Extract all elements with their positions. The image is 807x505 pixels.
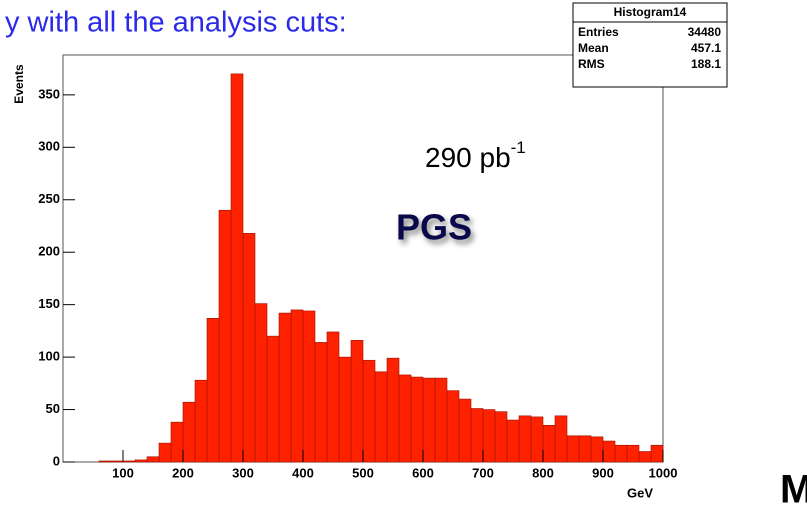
histogram-bar xyxy=(410,376,424,463)
histogram-bar xyxy=(290,309,304,463)
histogram-bar xyxy=(206,317,220,463)
histogram-bar xyxy=(338,356,352,463)
stats-value: 34480 xyxy=(688,25,722,39)
stats-box: Histogram14 Entries 34480 Mean 457.1 RMS 188.… xyxy=(572,2,728,88)
histogram-bar xyxy=(590,436,604,463)
histogram-bar xyxy=(386,357,400,463)
x-tick-label: 1000 xyxy=(649,465,678,480)
histogram-bar xyxy=(398,374,412,463)
stats-key: Mean xyxy=(578,41,609,55)
histogram-bar xyxy=(434,377,448,463)
histogram-bar xyxy=(614,444,628,463)
histogram-bar xyxy=(98,460,112,463)
y-tick-label: 200 xyxy=(38,244,60,259)
y-tick-label: 250 xyxy=(38,191,60,206)
luminosity-exponent: -1 xyxy=(511,138,526,157)
histogram-bar xyxy=(254,303,268,463)
y-tick-label: 150 xyxy=(38,296,60,311)
histogram-bar xyxy=(146,456,160,463)
histogram-bar xyxy=(326,331,340,463)
x-tick-label: 300 xyxy=(232,465,254,480)
stats-value: 188.1 xyxy=(691,57,721,71)
x-tick-label: 200 xyxy=(172,465,194,480)
generator-label: PGS xyxy=(396,207,472,248)
histogram-bar xyxy=(278,312,292,463)
histogram-bar xyxy=(194,379,208,463)
x-tick-label: 500 xyxy=(352,465,374,480)
y-tick-label: 50 xyxy=(46,401,60,416)
histogram-bar xyxy=(158,442,172,463)
histogram-bar xyxy=(470,408,484,463)
histogram-bar xyxy=(494,411,508,463)
histogram-bar xyxy=(314,342,328,463)
histogram-bar xyxy=(110,460,124,463)
histogram-bar xyxy=(650,444,664,463)
stats-value: 457.1 xyxy=(691,41,721,55)
histogram-bar xyxy=(374,371,388,463)
histogram-bar xyxy=(266,335,280,463)
histogram-bar xyxy=(506,419,520,463)
x-tick-label: 400 xyxy=(292,465,314,480)
histogram-bar xyxy=(134,459,148,463)
x-tick-label: 700 xyxy=(472,465,494,480)
histogram-bar xyxy=(602,440,616,463)
histogram-bar xyxy=(218,209,232,463)
stats-key: RMS xyxy=(578,57,605,71)
stats-frame xyxy=(572,2,728,88)
histogram-bar xyxy=(182,401,196,463)
slide-title: y with all the analysis cuts: xyxy=(5,7,347,39)
x-axis-label: GeV xyxy=(627,485,653,500)
histogram-bar xyxy=(362,359,376,463)
histogram-bar xyxy=(170,421,184,463)
histogram-bar xyxy=(530,416,544,463)
stats-key: Entries xyxy=(578,25,619,39)
luminosity: 290 pb-1 xyxy=(425,138,526,173)
histogram-bar xyxy=(350,340,364,463)
y-tick-label: 0 xyxy=(53,453,60,468)
histogram-bar xyxy=(122,460,136,463)
x-tick-label: 900 xyxy=(592,465,614,480)
histogram-bar xyxy=(230,73,244,463)
histogram-bar xyxy=(578,435,592,463)
corner-letter: M xyxy=(780,468,807,505)
stats-title: Histogram14 xyxy=(614,5,687,19)
x-tick-label: 600 xyxy=(412,465,434,480)
luminosity-text: 290 pb xyxy=(425,142,511,173)
histogram-bar xyxy=(458,398,472,463)
y-axis-label: Events xyxy=(12,64,26,104)
histogram-bar xyxy=(482,409,496,463)
histogram-bar xyxy=(554,415,568,463)
histogram-bar xyxy=(446,390,460,463)
y-tick-label: 300 xyxy=(38,139,60,154)
histogram-bar xyxy=(518,415,532,463)
x-tick-label: 100 xyxy=(112,465,134,480)
histogram-bar xyxy=(302,310,316,463)
histogram-bar xyxy=(626,444,640,463)
histogram-bar xyxy=(242,233,256,463)
histogram-bar xyxy=(542,424,556,463)
histogram-bar xyxy=(422,377,436,463)
x-tick-label: 800 xyxy=(532,465,554,480)
y-tick-label: 100 xyxy=(38,349,60,364)
y-tick-label: 350 xyxy=(38,86,60,101)
histogram-bar xyxy=(638,451,652,463)
histogram-bar xyxy=(566,435,580,463)
